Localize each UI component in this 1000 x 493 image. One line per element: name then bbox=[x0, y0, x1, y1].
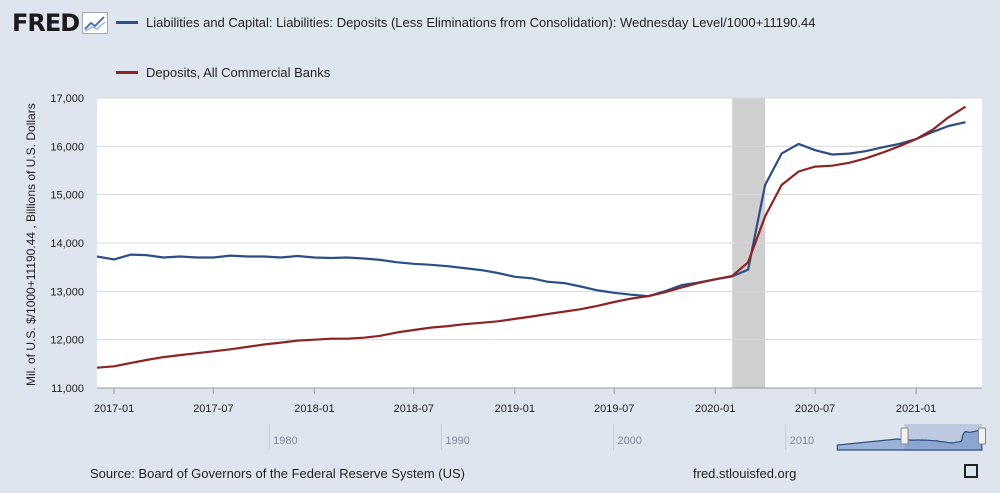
source-note: Source: Board of Governors of the Federa… bbox=[90, 466, 465, 481]
navigator-year-label: 2010 bbox=[790, 435, 814, 447]
legend-label-fed-deposits: Liabilities and Capital: Liabilities: De… bbox=[146, 15, 816, 30]
x-tick-label: 2019-01 bbox=[495, 403, 535, 415]
navigator-year-label: 1980 bbox=[273, 435, 297, 447]
y-tick-label: 17,000 bbox=[50, 93, 84, 105]
fred-logo[interactable]: FRED bbox=[12, 8, 109, 38]
x-tick-label: 2018-07 bbox=[394, 403, 434, 415]
navigator-handle-left[interactable] bbox=[900, 427, 909, 445]
fred-logo-chart-icon bbox=[82, 12, 109, 34]
legend-swatch-fed-deposits bbox=[116, 21, 138, 24]
navigator-handle-right[interactable] bbox=[978, 427, 986, 445]
fullscreen-icon[interactable] bbox=[964, 464, 978, 478]
x-tick-label: 2017-01 bbox=[94, 403, 134, 415]
legend-item-commercial-bank-deposits[interactable]: Deposits, All Commercial Banks bbox=[116, 65, 330, 80]
y-tick-label: 14,000 bbox=[50, 238, 84, 250]
series-line-1 bbox=[96, 121, 966, 298]
y-tick-label: 16,000 bbox=[50, 141, 84, 153]
y-tick-label: 12,000 bbox=[50, 335, 84, 347]
y-tick-label: 13,000 bbox=[50, 286, 84, 298]
x-tick-label: 2020-07 bbox=[795, 403, 835, 415]
x-tick-label: 2018-01 bbox=[294, 403, 334, 415]
navigator-year-label: 1990 bbox=[445, 435, 469, 447]
x-tick-label: 2021-01 bbox=[896, 403, 936, 415]
fred-logo-text: FRED bbox=[12, 9, 80, 37]
x-tick-label: 2019-07 bbox=[594, 403, 634, 415]
y-tick-label: 15,000 bbox=[50, 190, 84, 202]
series-line-2 bbox=[96, 105, 967, 369]
navigator: 1980 1990 2000 2010 bbox=[97, 424, 986, 451]
y-tick-label: 11,000 bbox=[51, 383, 84, 395]
navigator-year-label: 2000 bbox=[618, 435, 642, 447]
x-tick-label: 2020-01 bbox=[695, 403, 735, 415]
x-tick-label: 2017-07 bbox=[193, 403, 233, 415]
navigator-series-area bbox=[836, 429, 983, 451]
legend-swatch-commercial-bank-deposits bbox=[116, 71, 138, 74]
navigator-background bbox=[97, 424, 982, 450]
site-url[interactable]: fred.stlouisfed.org bbox=[693, 466, 797, 481]
legend-label-commercial-bank-deposits: Deposits, All Commercial Banks bbox=[146, 65, 331, 80]
legend-item-fed-deposits[interactable]: Liabilities and Capital: Liabilities: De… bbox=[116, 15, 816, 30]
